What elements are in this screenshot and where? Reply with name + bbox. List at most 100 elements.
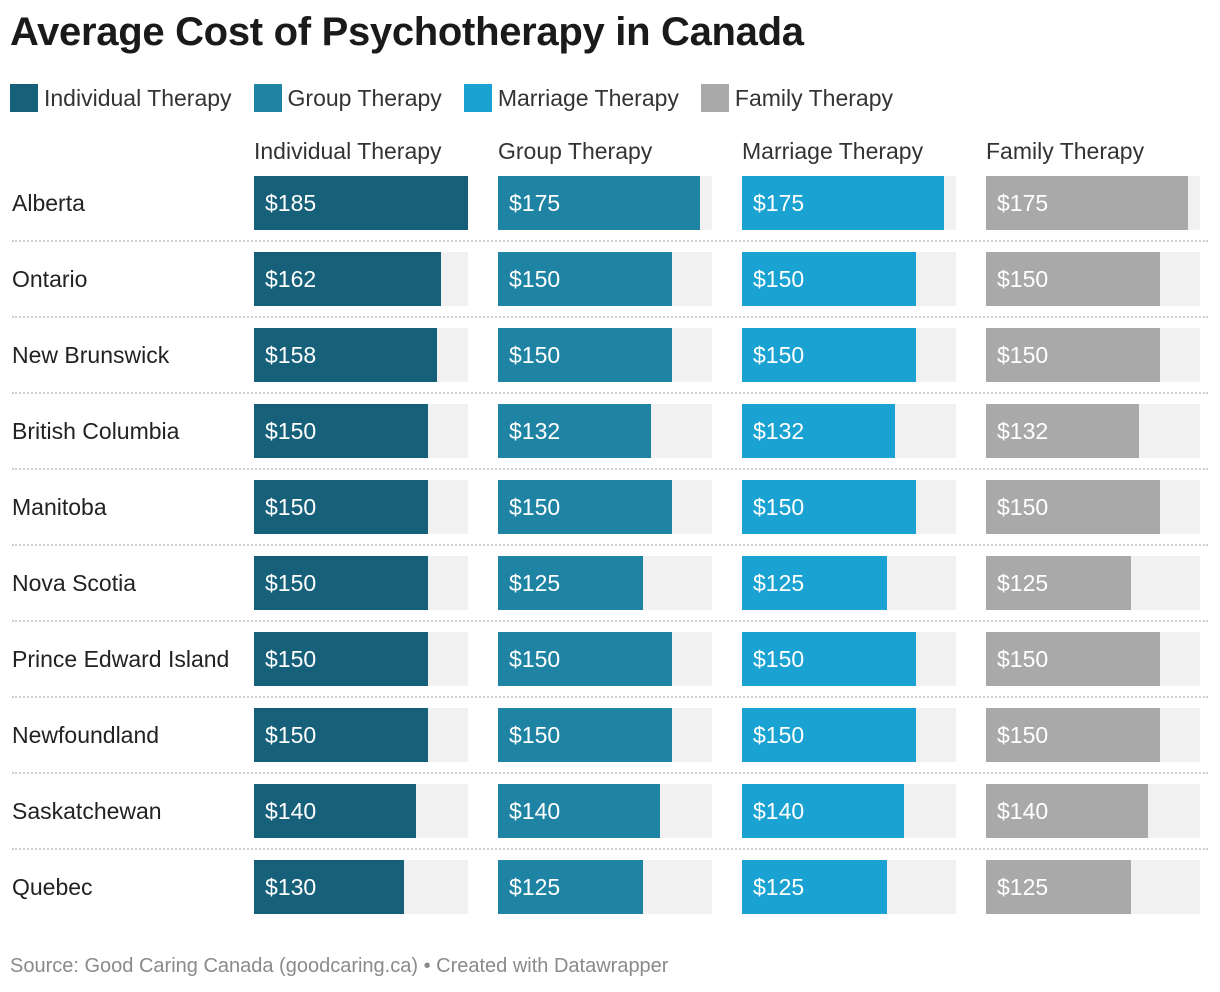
bar-track: $132 bbox=[986, 404, 1200, 458]
bar-value-label: $132 bbox=[997, 418, 1049, 444]
bar-family: $150 bbox=[986, 328, 1160, 382]
bar-family: $150 bbox=[986, 480, 1160, 534]
bar-individual: $140 bbox=[254, 784, 416, 838]
bar-value-label: $175 bbox=[509, 190, 561, 216]
bar-family: $150 bbox=[986, 252, 1160, 306]
bar-marriage: $132 bbox=[742, 404, 895, 458]
bar-value-label: $125 bbox=[997, 874, 1049, 900]
bar-value-label: $150 bbox=[997, 722, 1049, 748]
bar-group: $125 bbox=[498, 860, 643, 914]
bar-value-label: $150 bbox=[509, 494, 561, 520]
bar-value-label: $150 bbox=[753, 342, 805, 368]
bar-track: $125 bbox=[986, 860, 1200, 914]
bar-value-label: $125 bbox=[509, 874, 561, 900]
bar-track: $150 bbox=[498, 708, 712, 762]
bar-value-label: $150 bbox=[997, 646, 1049, 672]
legend-label-marriage: Marriage Therapy bbox=[497, 84, 679, 111]
bar-value-label: $150 bbox=[753, 722, 805, 748]
bar-value-label: $130 bbox=[265, 874, 317, 900]
row-label: New Brunswick bbox=[12, 342, 170, 368]
bar-value-label: $150 bbox=[753, 646, 805, 672]
bar-track: $150 bbox=[986, 708, 1200, 762]
bar-track: $150 bbox=[986, 252, 1200, 306]
legend-label-family: Family Therapy bbox=[734, 84, 893, 111]
row-label: Alberta bbox=[12, 190, 85, 216]
bar-track: $158 bbox=[254, 328, 468, 382]
bar-value-label: $132 bbox=[753, 418, 805, 444]
bar-track: $140 bbox=[986, 784, 1200, 838]
bar-family: $150 bbox=[986, 708, 1160, 762]
bar-track: $150 bbox=[742, 252, 956, 306]
bar-value-label: $125 bbox=[753, 570, 805, 596]
bar-value-label: $150 bbox=[509, 722, 561, 748]
legend-swatch-family bbox=[700, 84, 729, 112]
bar-track: $150 bbox=[498, 328, 712, 382]
bar-individual: $185 bbox=[254, 176, 468, 230]
column-header-family: Family Therapy bbox=[986, 138, 1145, 164]
legend-label-individual: Individual Therapy bbox=[44, 84, 232, 111]
row-divider bbox=[12, 620, 1208, 622]
bar-marriage: $150 bbox=[742, 708, 916, 762]
bar-value-label: $150 bbox=[265, 418, 317, 444]
bar-value-label: $150 bbox=[997, 266, 1049, 292]
bar-value-label: $158 bbox=[265, 342, 317, 368]
row-divider bbox=[12, 772, 1208, 774]
bar-group: $150 bbox=[498, 252, 672, 306]
bar-track: $125 bbox=[986, 556, 1200, 610]
bar-family: $125 bbox=[986, 556, 1131, 610]
bar-value-label: $150 bbox=[509, 646, 561, 672]
bar-track: $125 bbox=[742, 556, 956, 610]
column-header-individual: Individual Therapy bbox=[254, 138, 442, 164]
bar-marriage: $175 bbox=[742, 176, 944, 230]
legend-swatch-group bbox=[253, 84, 282, 112]
bar-individual: $158 bbox=[254, 328, 437, 382]
bar-value-label: $162 bbox=[265, 266, 317, 292]
bar-track: $150 bbox=[742, 632, 956, 686]
bar-track: $125 bbox=[498, 860, 712, 914]
bar-value-label: $150 bbox=[265, 646, 317, 672]
bar-track: $132 bbox=[742, 404, 956, 458]
legend-swatch-individual bbox=[10, 84, 38, 112]
bar-track: $175 bbox=[498, 176, 712, 230]
row-label: Saskatchewan bbox=[12, 798, 162, 824]
bar-track: $125 bbox=[742, 860, 956, 914]
bar-track: $150 bbox=[986, 632, 1200, 686]
bar-individual: $150 bbox=[254, 632, 428, 686]
bar-value-label: $150 bbox=[265, 494, 317, 520]
row-divider bbox=[12, 848, 1208, 850]
column-header-marriage: Marriage Therapy bbox=[742, 138, 924, 164]
bar-value-label: $175 bbox=[753, 190, 805, 216]
bar-family: $125 bbox=[986, 860, 1131, 914]
bar-track: $125 bbox=[498, 556, 712, 610]
column-header-group: Group Therapy bbox=[498, 138, 653, 164]
row-divider bbox=[12, 392, 1208, 394]
bar-value-label: $150 bbox=[997, 342, 1049, 368]
bar-group: $132 bbox=[498, 404, 651, 458]
row-divider bbox=[12, 468, 1208, 470]
bar-value-label: $150 bbox=[753, 266, 805, 292]
bar-value-label: $125 bbox=[997, 570, 1049, 596]
legend-item-marriage: Marriage Therapy bbox=[463, 84, 679, 112]
bar-individual: $130 bbox=[254, 860, 404, 914]
bar-track: $150 bbox=[254, 480, 468, 534]
row-divider bbox=[12, 696, 1208, 698]
bar-individual: $150 bbox=[254, 556, 428, 610]
bar-marriage: $150 bbox=[742, 632, 916, 686]
bar-family: $140 bbox=[986, 784, 1148, 838]
bar-track: $140 bbox=[498, 784, 712, 838]
bar-track: $150 bbox=[742, 328, 956, 382]
row-label: Nova Scotia bbox=[12, 570, 137, 596]
bar-value-label: $150 bbox=[265, 722, 317, 748]
bar-track: $150 bbox=[986, 328, 1200, 382]
bar-track: $150 bbox=[498, 252, 712, 306]
chart-legend: Individual Therapy Group Therapy Marriage … bbox=[10, 82, 915, 114]
bar-value-label: $125 bbox=[509, 570, 561, 596]
row-label: Manitoba bbox=[12, 494, 107, 520]
bar-individual: $162 bbox=[254, 252, 441, 306]
bar-track: $140 bbox=[254, 784, 468, 838]
bar-group: $150 bbox=[498, 328, 672, 382]
bar-value-label: $132 bbox=[509, 418, 561, 444]
bar-value-label: $185 bbox=[265, 190, 317, 216]
source-note: Source: Good Caring Canada (goodcaring.c… bbox=[10, 955, 669, 977]
legend-item-family: Family Therapy bbox=[700, 84, 893, 112]
